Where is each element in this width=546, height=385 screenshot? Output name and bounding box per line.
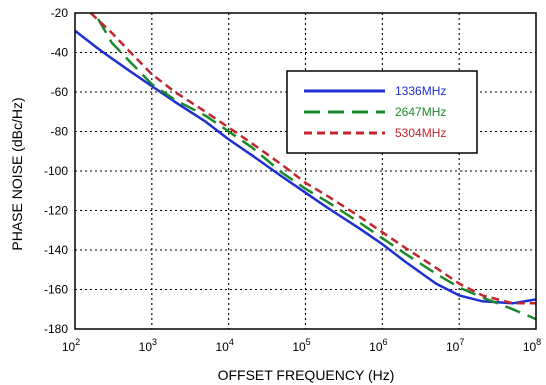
y-axis-title: PHASE NOISE (dBc/Hz) <box>9 97 25 250</box>
x-tick-exponent: 8 <box>536 337 541 347</box>
x-tick-base: 10 <box>369 340 383 354</box>
x-tick-label: 105 <box>292 337 310 354</box>
series-line-2647MHz <box>97 18 537 321</box>
y-tick-label: -80 <box>51 125 69 139</box>
legend-label: 5304MHz <box>395 126 446 140</box>
y-tick-label: -120 <box>44 204 68 218</box>
legend-label: 2647MHz <box>395 105 446 119</box>
x-tick-base: 10 <box>523 340 537 354</box>
x-tick-label: 104 <box>215 337 233 354</box>
y-tick-label: -160 <box>44 283 68 297</box>
x-tick-exponent: 5 <box>306 337 311 347</box>
legend-label: 1336MHz <box>395 84 446 98</box>
x-tick-base: 10 <box>215 340 229 354</box>
y-tick-label: -180 <box>44 322 68 336</box>
x-tick-label: 103 <box>139 337 157 354</box>
x-tick-exponent: 4 <box>229 337 234 347</box>
x-tick-label: 106 <box>369 337 387 354</box>
x-tick-exponent: 3 <box>152 337 157 347</box>
y-tick-labels: -20 -40 -60 -80 -100 -120 -140 -160 -180 <box>44 6 68 336</box>
x-tick-base: 10 <box>62 340 76 354</box>
y-tick-label: -40 <box>51 46 69 60</box>
x-tick-base: 10 <box>292 340 306 354</box>
x-tick-label: 108 <box>523 337 541 354</box>
series-line-5304MHz <box>89 12 536 305</box>
y-tick-label: -100 <box>44 164 68 178</box>
x-tick-base: 10 <box>446 340 460 354</box>
y-tick-label: -60 <box>51 85 69 99</box>
x-tick-exponent: 2 <box>75 337 80 347</box>
x-tick-label: 107 <box>446 337 464 354</box>
x-tick-label: 102 <box>62 337 80 354</box>
grid-lines <box>75 13 536 329</box>
x-tick-base: 10 <box>139 340 153 354</box>
series-lines <box>74 12 537 321</box>
series-line-1336MHz <box>74 29 537 305</box>
x-axis-title: OFFSET FREQUENCY (Hz) <box>218 367 395 383</box>
x-tick-exponent: 7 <box>459 337 464 347</box>
y-tick-label: -20 <box>51 6 69 20</box>
x-tick-labels: 102 103 104 105 106 107 108 <box>62 337 541 354</box>
legend: 1336MHz 2647MHz 5304MHz <box>286 70 478 154</box>
plot-frame <box>74 12 537 330</box>
x-tick-exponent: 6 <box>383 337 388 347</box>
y-tick-label: -140 <box>44 243 68 257</box>
